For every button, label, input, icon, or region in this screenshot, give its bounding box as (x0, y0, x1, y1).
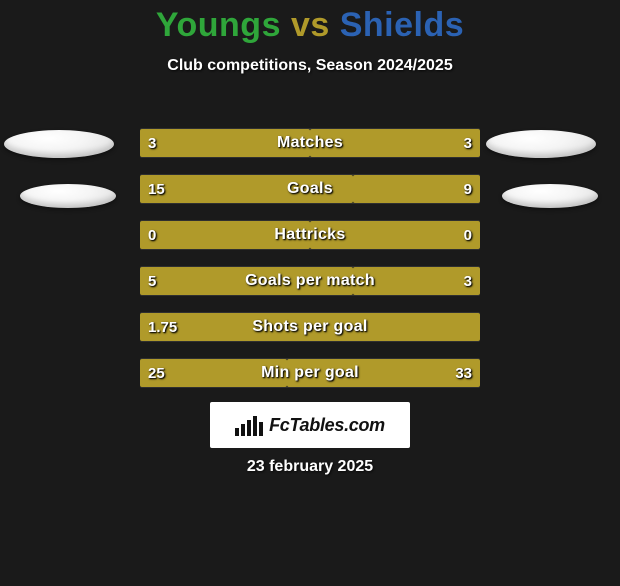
stat-bar-right (310, 129, 480, 157)
brand-chart-icon (235, 414, 263, 436)
title-left-team: Youngs (156, 6, 281, 44)
stat-bar-right (353, 175, 481, 203)
stat-bar-left (140, 129, 310, 157)
stat-bar-left (140, 221, 310, 249)
left-team-badge-1 (4, 130, 114, 158)
stat-bar-right (353, 267, 481, 295)
title-vs: vs (291, 6, 330, 44)
page-title: Youngs vs Shields (0, 6, 620, 45)
stat-bar-left (140, 359, 287, 387)
brand-text: FcTables.com (269, 415, 385, 436)
stat-bar-right (287, 359, 480, 387)
stat-bar-left (140, 313, 480, 341)
subtitle: Club competitions, Season 2024/2025 (0, 57, 620, 75)
stat-row: 159Goals (140, 174, 480, 204)
stat-row: 1.75Shots per goal (140, 312, 480, 342)
stat-row: 2533Min per goal (140, 358, 480, 388)
footer-date: 23 february 2025 (0, 458, 620, 476)
left-team-badge-2 (20, 184, 116, 208)
stat-bar-left (140, 267, 353, 295)
stat-row: 53Goals per match (140, 266, 480, 296)
title-right-team: Shields (340, 6, 464, 44)
stats-panel: 33Matches 159Goals 00Hattricks 53Goals per … (140, 128, 480, 404)
right-team-badge-2 (502, 184, 598, 208)
stat-bar-right (310, 221, 480, 249)
stat-row: 00Hattricks (140, 220, 480, 250)
right-team-badge-1 (486, 130, 596, 158)
stat-bar-left (140, 175, 353, 203)
stat-row: 33Matches (140, 128, 480, 158)
brand-logo[interactable]: FcTables.com (210, 402, 410, 448)
